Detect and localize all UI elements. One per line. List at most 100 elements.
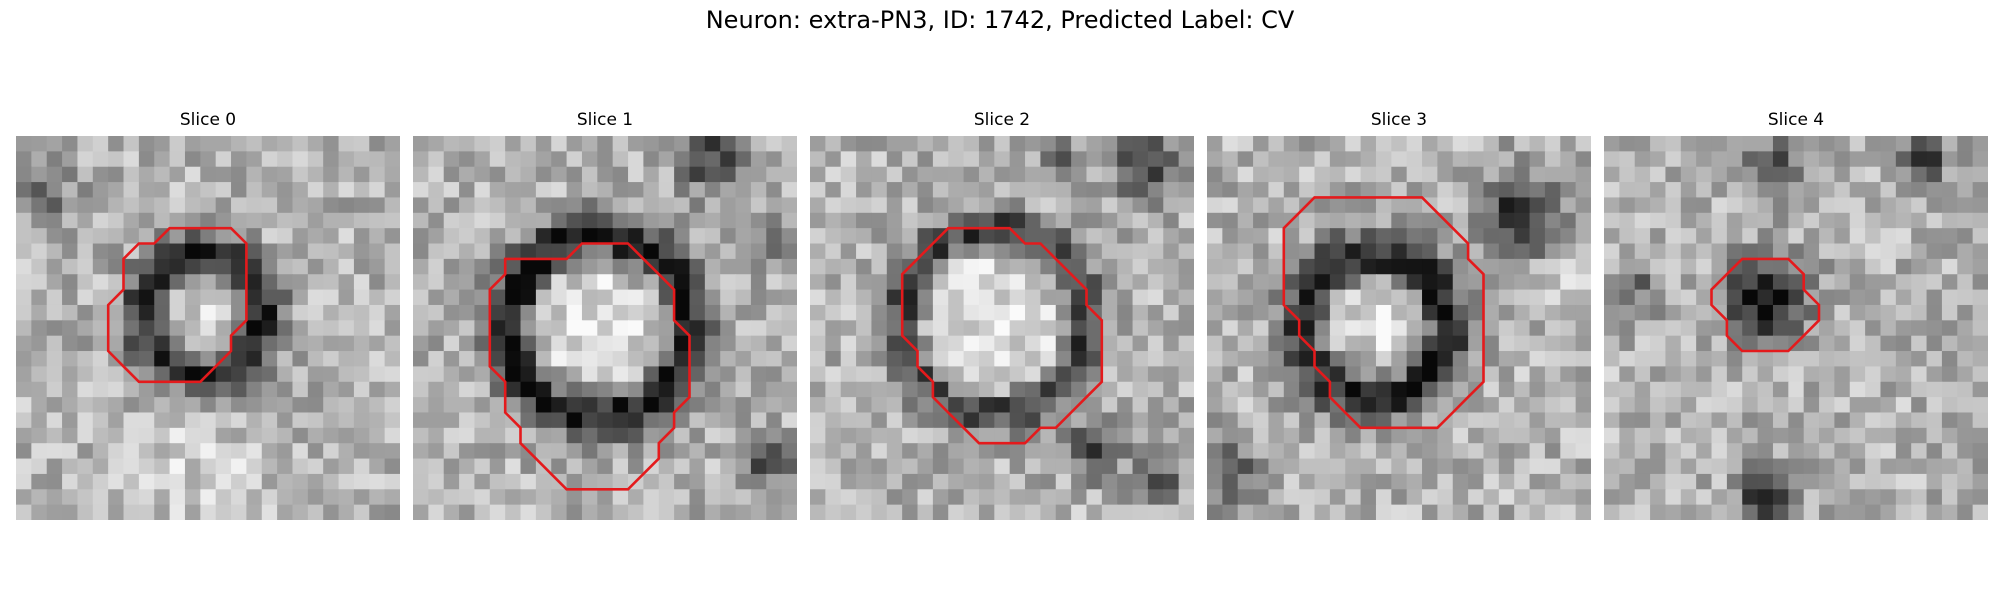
image-pixel [536, 290, 552, 306]
image-pixel [1315, 474, 1331, 490]
image-pixel [16, 505, 32, 520]
image-pixel [262, 336, 278, 352]
image-pixel [994, 489, 1010, 505]
image-pixel [1330, 320, 1346, 336]
image-pixel [1957, 366, 1973, 382]
image-pixel [597, 336, 613, 352]
image-pixel [1742, 459, 1758, 475]
image-pixel [1010, 336, 1026, 352]
image-pixel [1071, 382, 1087, 398]
image-pixel [1865, 459, 1881, 475]
image-pixel [77, 382, 93, 398]
image-pixel [505, 397, 521, 413]
image-pixel [124, 228, 140, 244]
image-pixel [1514, 443, 1530, 459]
image-pixel [1681, 397, 1697, 413]
image-pixel [31, 505, 47, 520]
image-pixel [139, 228, 155, 244]
image-pixel [428, 244, 444, 260]
image-pixel [1911, 459, 1927, 475]
image-pixel [551, 274, 567, 290]
image-pixel [1635, 351, 1651, 367]
image-pixel [1376, 320, 1392, 336]
image-pixel [1086, 366, 1102, 382]
image-pixel [994, 259, 1010, 275]
image-pixel [277, 151, 293, 167]
image-pixel [31, 489, 47, 505]
image-pixel [1071, 336, 1087, 352]
image-pixel [1834, 197, 1850, 213]
image-pixel [277, 366, 293, 382]
image-pixel [277, 182, 293, 198]
image-pixel [1376, 474, 1392, 490]
image-pixel [613, 213, 629, 229]
image-pixel [1056, 428, 1072, 444]
image-pixel [1896, 489, 1912, 505]
image-pixel [1576, 351, 1591, 367]
image-pixel [1238, 443, 1254, 459]
image-pixel [825, 228, 841, 244]
image-pixel [1391, 167, 1407, 183]
image-pixel [1040, 505, 1056, 520]
image-pixel [1727, 351, 1743, 367]
image-pixel [1619, 336, 1635, 352]
image-pixel [1834, 351, 1850, 367]
image-pixel [902, 489, 918, 505]
image-pixel [200, 382, 216, 398]
image-pixel [77, 290, 93, 306]
image-pixel [751, 320, 767, 336]
image-pixel [490, 167, 506, 183]
image-pixel [1834, 320, 1850, 336]
image-pixel [444, 474, 460, 490]
image-pixel [1330, 336, 1346, 352]
image-pixel [659, 412, 675, 428]
image-pixel [385, 320, 400, 336]
image-pixel [1973, 412, 1988, 428]
image-pixel [1117, 182, 1133, 198]
image-pixel [1437, 197, 1453, 213]
image-pixel [643, 320, 659, 336]
image-pixel [231, 489, 247, 505]
image-pixel [979, 136, 995, 152]
image-pixel [720, 151, 736, 167]
image-pixel [1253, 336, 1269, 352]
image-pixel [1942, 351, 1958, 367]
image-pixel [339, 259, 355, 275]
image-pixel [323, 489, 339, 505]
image-pixel [1514, 428, 1530, 444]
image-pixel [689, 351, 705, 367]
image-pixel [1499, 290, 1515, 306]
image-pixel [1712, 336, 1728, 352]
image-pixel [948, 274, 964, 290]
image-pixel [490, 459, 506, 475]
image-pixel [31, 228, 47, 244]
image-pixel [1804, 259, 1820, 275]
image-pixel [1650, 474, 1666, 490]
image-pixel [490, 382, 506, 398]
image-pixel [766, 505, 782, 520]
image-pixel [856, 397, 872, 413]
image-pixel [1056, 505, 1072, 520]
image-pixel [1619, 228, 1635, 244]
image-pixel [1148, 167, 1164, 183]
image-pixel [1422, 336, 1438, 352]
image-pixel [1604, 397, 1620, 413]
image-pixel [902, 228, 918, 244]
image-pixel [1086, 197, 1102, 213]
image-pixel [1086, 136, 1102, 152]
image-pixel [1468, 290, 1484, 306]
image-pixel [1376, 274, 1392, 290]
image-pixel [1712, 197, 1728, 213]
image-pixel [292, 244, 308, 260]
image-pixel [16, 382, 32, 398]
image-pixel [31, 259, 47, 275]
image-pixel [674, 197, 690, 213]
image-pixel [871, 151, 887, 167]
image-pixel [841, 459, 857, 475]
image-pixel [277, 505, 293, 520]
image-pixel [474, 244, 490, 260]
image-pixel [246, 412, 262, 428]
image-pixel [1056, 474, 1072, 490]
image-pixel [766, 197, 782, 213]
image-pixel [1376, 505, 1392, 520]
